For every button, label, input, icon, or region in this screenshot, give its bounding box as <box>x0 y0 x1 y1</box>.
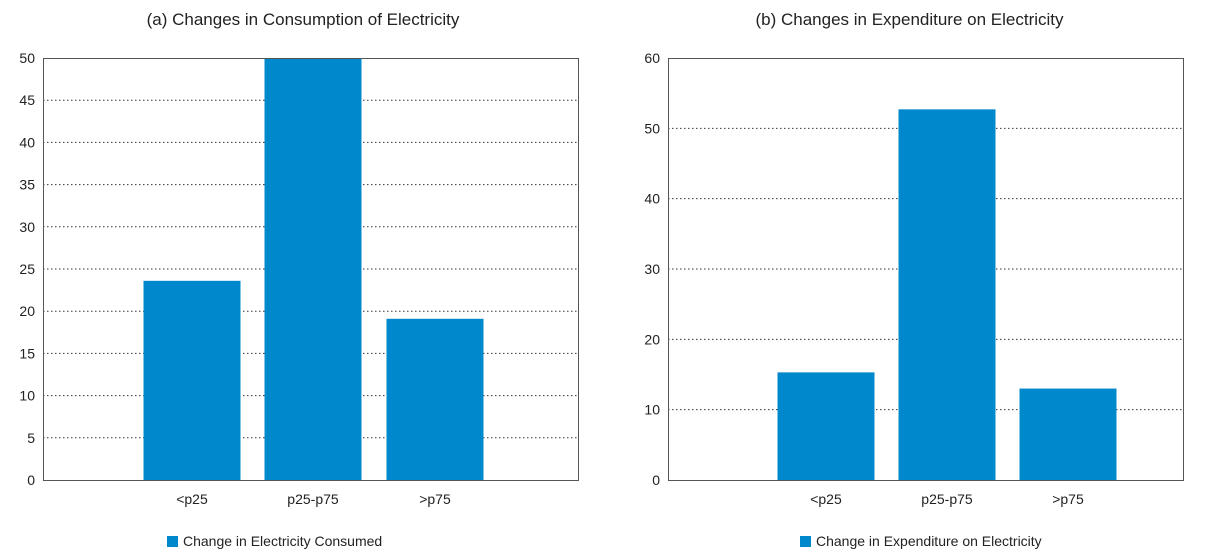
y-tick-label: 35 <box>19 177 35 193</box>
y-tick-label: 40 <box>19 134 35 150</box>
y-tick-label: 0 <box>27 472 35 488</box>
bar <box>143 280 241 480</box>
y-tick-label: 20 <box>19 303 35 319</box>
x-tick-label: <p25 <box>176 491 208 507</box>
y-tick-label: 15 <box>19 345 35 361</box>
y-tick-label: 45 <box>19 92 35 108</box>
y-tick-label: 30 <box>19 219 35 235</box>
plot-frame <box>43 58 579 481</box>
x-tick-label: p25-p75 <box>287 491 339 507</box>
bar-chart-expenditure: 0 10 20 30 40 50 60 <p25 p25-p75 >p75 <box>644 50 1184 507</box>
y-tick-label: 25 <box>19 261 35 277</box>
legend-swatch <box>167 535 178 547</box>
chart-panel-expenditure: (b) Changes in Expenditure on Electricit… <box>606 0 1213 553</box>
y-tick-label: 0 <box>652 472 660 488</box>
x-tick-label: <p25 <box>810 491 842 507</box>
x-tick-label: >p75 <box>1052 491 1084 507</box>
bar-chart-consumption: 0 5 10 15 20 25 30 35 40 45 50 <p25 p25-p75 >p75 <box>19 50 579 507</box>
y-tick-label: 50 <box>19 50 35 66</box>
bar <box>264 58 362 480</box>
legend-label: Change in Expenditure on Electricity <box>816 533 1042 549</box>
y-tick-label: 60 <box>644 50 660 66</box>
y-tick-label: 10 <box>19 388 35 404</box>
chart-legend: Change in Expenditure on Electricity <box>800 532 1042 550</box>
x-tick-label: p25-p75 <box>921 491 973 507</box>
bar <box>777 372 875 480</box>
legend-label: Change in Electricity Consumed <box>183 533 383 549</box>
bar <box>386 318 484 480</box>
chart-panel-consumption: (a) Changes in Consumption of Electricit… <box>0 0 606 553</box>
y-tick-label: 20 <box>644 331 660 347</box>
bar <box>898 109 996 481</box>
bar <box>1019 388 1117 480</box>
x-tick-label: >p75 <box>419 491 451 507</box>
y-tick-label: 40 <box>644 191 660 207</box>
chart-title: (a) Changes in Consumption of Electricit… <box>146 10 460 29</box>
y-tick-label: 30 <box>644 261 660 277</box>
chart-title: (b) Changes in Expenditure on Electricit… <box>755 10 1064 29</box>
y-tick-label: 5 <box>27 430 35 446</box>
legend-swatch <box>800 535 811 547</box>
chart-legend: Change in Electricity Consumed <box>167 532 382 550</box>
plot-frame <box>668 58 1184 481</box>
y-tick-label: 50 <box>644 120 660 136</box>
y-tick-label: 10 <box>644 402 660 418</box>
